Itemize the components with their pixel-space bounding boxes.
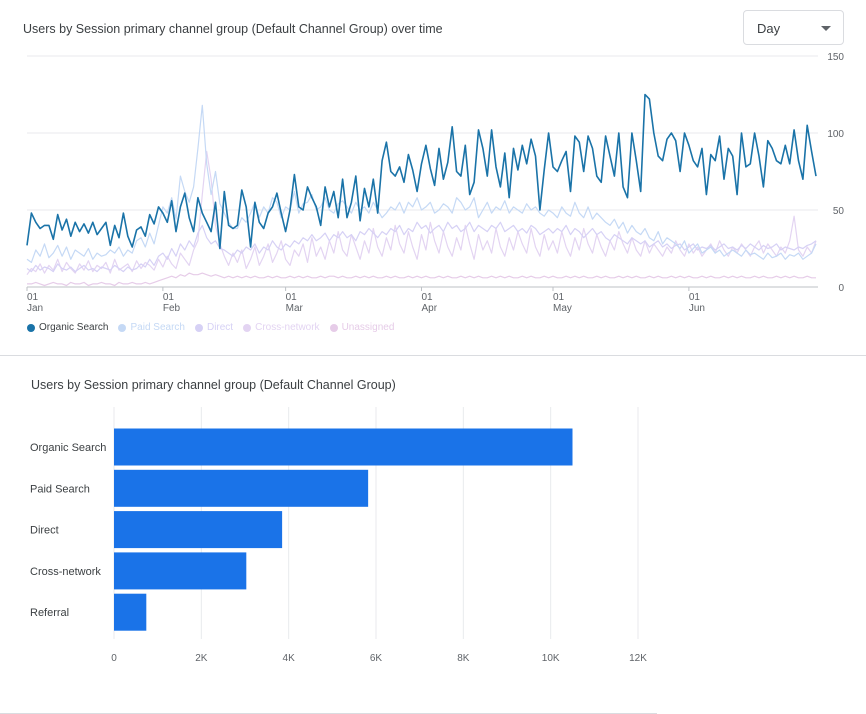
- legend-label: Direct: [206, 322, 234, 333]
- y-tick-label: 100: [827, 129, 844, 140]
- series-line-unassigned: [27, 272, 816, 287]
- legend-label: Paid Search: [130, 322, 185, 333]
- x-tick-label: 10K: [542, 653, 560, 664]
- legend-item-paid-search[interactable]: Paid Search: [118, 322, 185, 333]
- bar-cross-network: [114, 552, 247, 590]
- x-tick-day-label: 01: [163, 292, 175, 303]
- bar-direct: [114, 511, 283, 549]
- x-tick-month-label: Feb: [163, 303, 181, 314]
- x-tick-label: 2K: [195, 653, 208, 664]
- category-label: Direct: [30, 525, 59, 537]
- chevron-down-icon: [821, 26, 831, 31]
- bar-paid-search: [114, 469, 369, 507]
- legend-item-cross-network[interactable]: Cross-network: [243, 322, 320, 333]
- legend-item-unassigned[interactable]: Unassigned: [329, 322, 395, 333]
- series-line-cross-network: [26, 150, 817, 276]
- x-tick-label: 8K: [457, 653, 470, 664]
- x-tick-day-label: 01: [689, 292, 701, 303]
- granularity-select-value: Day: [757, 21, 781, 36]
- x-tick-day-label: 01: [553, 292, 565, 303]
- series-line-paid-search: [26, 104, 817, 263]
- category-label: Referral: [30, 607, 69, 619]
- legend-item-direct[interactable]: Direct: [194, 322, 234, 333]
- bar-organic-search: [114, 428, 573, 466]
- bar-chart-title: Users by Session primary channel group (…: [31, 378, 396, 392]
- legend-dot-icon: [329, 323, 338, 332]
- x-tick-month-label: Jun: [689, 303, 705, 314]
- series-line-direct: [26, 221, 817, 273]
- category-label: Cross-network: [30, 566, 101, 578]
- x-tick-day-label: 01: [422, 292, 434, 303]
- x-tick-month-label: Mar: [286, 303, 304, 314]
- bar-chart: 0 2K 4K 6K 8K 10K 12K Organic Search Paid Search…: [30, 407, 647, 664]
- line-chart-legend: Organic Search Paid Search Direct Cross-net…: [27, 322, 394, 333]
- x-tick-day-label: 01: [286, 292, 298, 303]
- y-tick-label: 150: [827, 52, 844, 63]
- line-chart-title: Users by Session primary channel group (…: [23, 22, 443, 36]
- granularity-select[interactable]: Day: [743, 10, 844, 45]
- legend-dot-icon: [118, 323, 127, 332]
- x-tick-month-label: May: [553, 303, 572, 314]
- x-tick-label: 0: [111, 653, 117, 664]
- legend-item-organic-search[interactable]: Organic Search: [27, 322, 108, 333]
- x-tick-label: 6K: [370, 653, 383, 664]
- legend-dot-icon: [27, 323, 35, 332]
- legend-label: Unassigned: [341, 322, 395, 333]
- x-tick-day-label: 01: [27, 292, 39, 303]
- bar-referral: [114, 593, 147, 631]
- x-tick-label: 12K: [629, 653, 647, 664]
- legend-label: Organic Search: [39, 322, 109, 333]
- bar-chart-card: Users by Session primary channel group (…: [0, 357, 657, 714]
- legend-dot-icon: [194, 323, 203, 332]
- x-tick-month-label: Apr: [422, 303, 438, 314]
- y-tick-label: 0: [838, 283, 844, 294]
- line-chart-card: Users by Session primary channel group (…: [0, 0, 866, 356]
- series-line-organic-search: [26, 93, 817, 250]
- x-tick-label: 4K: [283, 653, 296, 664]
- legend-label: Cross-network: [255, 322, 320, 333]
- category-label: Organic Search: [30, 442, 106, 454]
- y-tick-label: 50: [833, 206, 845, 217]
- category-label: Paid Search: [30, 483, 90, 495]
- legend-dot-icon: [243, 323, 252, 332]
- x-tick-month-label: Jan: [27, 303, 43, 314]
